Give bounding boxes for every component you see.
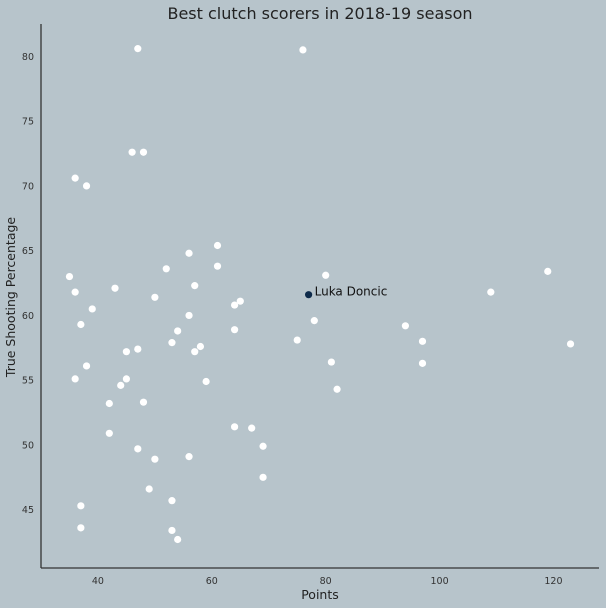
data-point <box>82 182 91 190</box>
data-point <box>202 377 210 386</box>
data-point <box>168 339 176 347</box>
y-tick-label: 45 <box>22 505 34 516</box>
y-tick-label: 50 <box>22 440 34 451</box>
data-point <box>77 320 85 329</box>
data-point <box>77 502 85 510</box>
data-point <box>77 524 85 532</box>
data-point <box>139 398 148 406</box>
data-point <box>111 284 119 292</box>
x-tick-label: 100 <box>431 576 449 587</box>
data-point <box>299 46 307 54</box>
y-tick-label: 60 <box>22 311 34 322</box>
data-point <box>401 322 410 330</box>
data-point <box>333 385 341 393</box>
data-point <box>122 375 131 383</box>
data-point <box>134 445 142 453</box>
data-point <box>248 424 256 432</box>
tick-labels: 40 60 80 100 120 45 50 55 60 65 70 75 80 <box>22 52 563 587</box>
data-point <box>151 293 159 301</box>
data-point <box>168 497 176 505</box>
data-point <box>191 282 199 290</box>
x-tick-label: 40 <box>92 576 104 587</box>
y-tick-label: 70 <box>22 181 34 192</box>
data-point <box>65 272 74 281</box>
data-point <box>327 358 335 366</box>
data-point <box>185 311 193 320</box>
data-point <box>487 288 495 296</box>
data-point <box>174 327 182 335</box>
data-point <box>191 348 199 356</box>
x-axis-title: Points <box>301 587 339 602</box>
x-tick-label: 60 <box>206 576 218 587</box>
annotation-layer: Luka Doncic <box>305 285 387 299</box>
data-point <box>259 442 267 450</box>
data-point <box>88 305 96 313</box>
data-point <box>418 359 427 367</box>
x-tick-label: 80 <box>320 576 332 587</box>
y-tick-label: 80 <box>22 52 34 63</box>
data-point <box>145 485 153 493</box>
data-point <box>230 301 239 309</box>
data-point <box>310 317 318 325</box>
data-point <box>82 362 91 370</box>
data-point <box>196 342 205 351</box>
data-point <box>139 148 148 156</box>
data-point <box>71 174 79 182</box>
data-point <box>213 241 222 250</box>
data-point <box>322 271 330 279</box>
data-point <box>174 535 182 544</box>
highlighted-point <box>305 291 313 299</box>
data-point <box>230 423 239 431</box>
data-point <box>128 148 136 156</box>
y-tick-label: 55 <box>22 376 34 387</box>
data-point <box>162 265 170 273</box>
data-point <box>185 249 193 257</box>
data-point <box>566 340 575 348</box>
data-point <box>236 297 244 305</box>
data-point <box>71 375 79 383</box>
data-point <box>230 326 239 334</box>
axes <box>40 24 599 569</box>
data-point <box>151 455 159 463</box>
data-point <box>105 429 113 437</box>
y-tick-label: 65 <box>22 246 34 257</box>
annotation-label: Luka Doncic <box>315 285 388 299</box>
data-point <box>117 381 125 389</box>
data-point <box>293 336 301 344</box>
data-point <box>105 399 113 408</box>
x-tick-label: 120 <box>544 576 562 587</box>
y-axis-title: True Shooting Percentage <box>3 217 18 379</box>
points-layer <box>65 45 575 544</box>
data-point <box>259 473 267 481</box>
data-point <box>134 45 142 53</box>
data-point <box>544 267 552 275</box>
data-point <box>418 337 427 345</box>
data-point <box>134 345 142 353</box>
data-point <box>213 262 222 270</box>
y-tick-label: 75 <box>22 117 34 128</box>
data-point <box>71 288 79 296</box>
chart-title: Best clutch scorers in 2018-19 season <box>167 4 472 23</box>
data-point <box>122 348 131 356</box>
data-point <box>168 526 176 535</box>
data-point <box>185 453 193 461</box>
